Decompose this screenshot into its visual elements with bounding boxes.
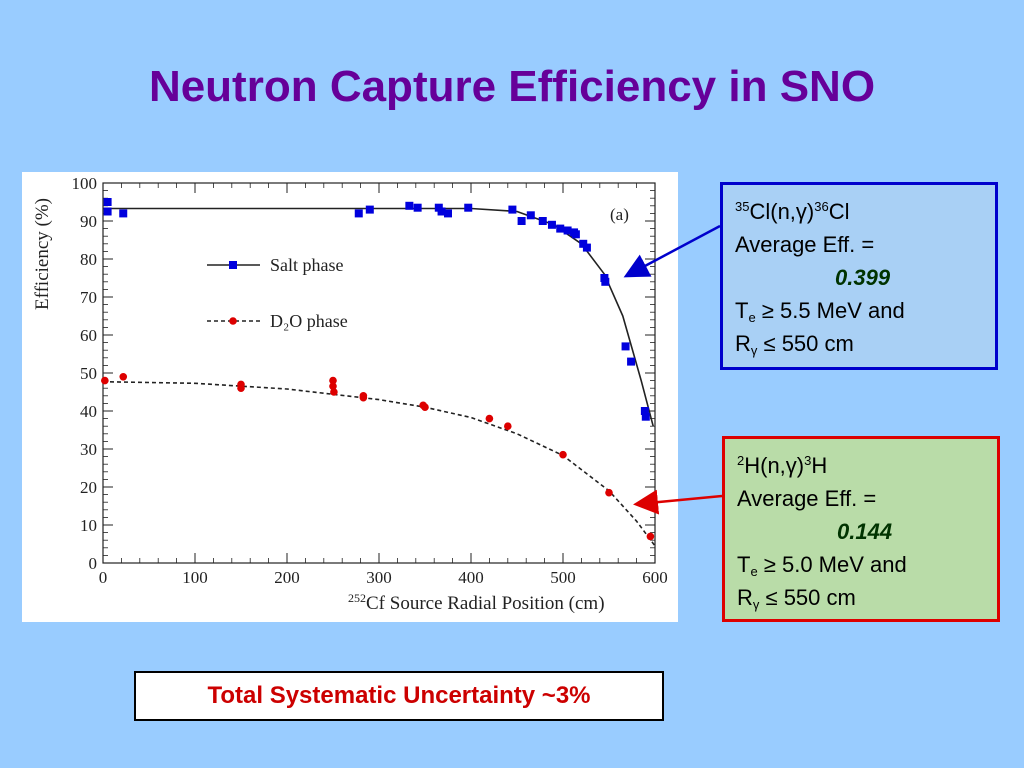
page-title: Neutron Capture Efficiency in SNO — [148, 62, 876, 111]
salt-data-point — [563, 226, 572, 235]
x-tick-label: 300 — [366, 568, 392, 587]
chlorine-capture-box: 35Cl(n,γ)36Cl Average Eff. = 0.399 Te ≥ … — [720, 182, 998, 370]
x-tick-label: 200 — [274, 568, 300, 587]
y-tick-label: 10 — [80, 516, 97, 535]
x-axis-label: 252Cf Source Radial Position (cm) — [348, 591, 605, 614]
d2o-data-point — [101, 376, 109, 385]
x-tick-label: 100 — [182, 568, 208, 587]
y-axis-label: Efficiency (%) — [32, 198, 53, 310]
salt-data-point — [405, 201, 414, 210]
salt-data-point — [444, 209, 452, 218]
y-tick-label: 50 — [80, 364, 97, 383]
cl-reaction: 35Cl(n,γ)36Cl — [735, 199, 850, 224]
d2o-data-point — [421, 403, 429, 411]
salt-data-point — [508, 205, 517, 214]
salt-data-point — [641, 412, 650, 421]
y-tick-label: 40 — [80, 402, 97, 421]
salt-data-point — [464, 203, 473, 212]
salt-data-point — [365, 205, 374, 214]
y-tick-label: 80 — [80, 250, 97, 269]
data-points-layer — [101, 198, 655, 541]
d2o-data-point — [119, 373, 128, 381]
y-tick-label: 30 — [80, 440, 97, 459]
salt-data-point — [413, 203, 422, 212]
salt-data-point — [538, 217, 547, 225]
salt-data-point — [601, 277, 610, 286]
cl-average-value: 0.399 — [835, 265, 891, 290]
salt-data-point — [517, 217, 526, 225]
salt-data-point — [556, 224, 565, 233]
d2o-data-point — [559, 450, 567, 459]
salt-data-point — [103, 207, 112, 216]
y-tick-label: 20 — [80, 478, 97, 497]
legend-salt-label: Salt phase — [270, 255, 344, 275]
salt-data-point — [103, 198, 112, 206]
y-tick-label: 0 — [89, 554, 98, 573]
y-tick-label: 60 — [80, 326, 97, 345]
cl-energy-cut: Te ≥ 5.5 MeV and — [735, 298, 905, 325]
salt-data-point — [526, 211, 535, 220]
salt-data-point — [582, 243, 591, 252]
d2o-data-point — [646, 532, 655, 541]
salt-data-point — [354, 209, 363, 218]
y-tick-label: 70 — [80, 288, 97, 307]
salt-data-point — [621, 342, 630, 351]
hydrogen-capture-box: 2H(n,γ)3H Average Eff. = 0.144 Te ≥ 5.0 … — [722, 436, 1000, 622]
x-tick-label: 500 — [550, 568, 576, 587]
efficiency-plot: 0 100 200 300 400 500 600 0 10 20 30 40 50 60 70 80 90 10… — [22, 172, 678, 622]
h-average-value: 0.144 — [837, 519, 893, 544]
d2o-data-point — [359, 393, 368, 402]
x-tick-label: 600 — [642, 568, 668, 587]
x-tick-label: 0 — [99, 568, 108, 587]
salt-data-point — [571, 230, 580, 239]
systematic-uncertainty-box: Total Systematic Uncertainty ~3% — [134, 671, 664, 721]
efficiency-chart-svg: 0 100 200 300 400 500 600 0 10 20 30 40 50 60 70 80 90 10… — [32, 174, 668, 614]
h-average-label: Average Eff. = — [737, 486, 877, 511]
legend-d2o-label: D₂O phase — [270, 311, 348, 331]
h-reaction: 2H(n,γ)3H — [737, 453, 828, 478]
cl-average-label: Average Eff. = — [735, 232, 875, 257]
salt-data-point — [437, 207, 446, 216]
d2o-data-point — [237, 384, 245, 392]
y-tick-label: 90 — [80, 212, 97, 231]
salt-fit-curve — [103, 207, 654, 427]
legend-salt-marker — [229, 261, 237, 269]
y-tick-label: 100 — [72, 174, 98, 193]
d2o-data-point — [485, 414, 494, 423]
cl-radius-cut: Rγ ≤ 550 cm — [735, 331, 854, 358]
d2o-data-point — [330, 388, 338, 396]
plot-frame — [102, 182, 656, 564]
x-axis-label-text: Cf Source Radial Position (cm) — [366, 593, 605, 614]
legend-d2o-marker — [229, 317, 237, 325]
x-tick-label: 400 — [458, 568, 484, 587]
salt-data-point — [119, 209, 128, 218]
fit-curves-layer — [102, 207, 656, 547]
x-axis-label-superscript: 252 — [348, 591, 366, 605]
salt-data-point — [640, 407, 649, 415]
d2o-fit-curve — [102, 380, 656, 547]
salt-data-point — [627, 357, 636, 366]
d2o-data-point — [329, 376, 337, 385]
d2o-data-point — [329, 382, 337, 391]
systematic-uncertainty-text: Total Systematic Uncertainty ~3% — [207, 682, 591, 709]
h-energy-cut: Te ≥ 5.0 MeV and — [737, 552, 907, 579]
d2o-data-point — [605, 488, 613, 497]
salt-data-point — [547, 220, 556, 229]
legend: Salt phase D₂O phase — [207, 255, 348, 331]
panel-label: (a) — [610, 205, 629, 224]
h-radius-cut: Rγ ≤ 550 cm — [737, 585, 856, 612]
d2o-data-point — [504, 422, 512, 430]
